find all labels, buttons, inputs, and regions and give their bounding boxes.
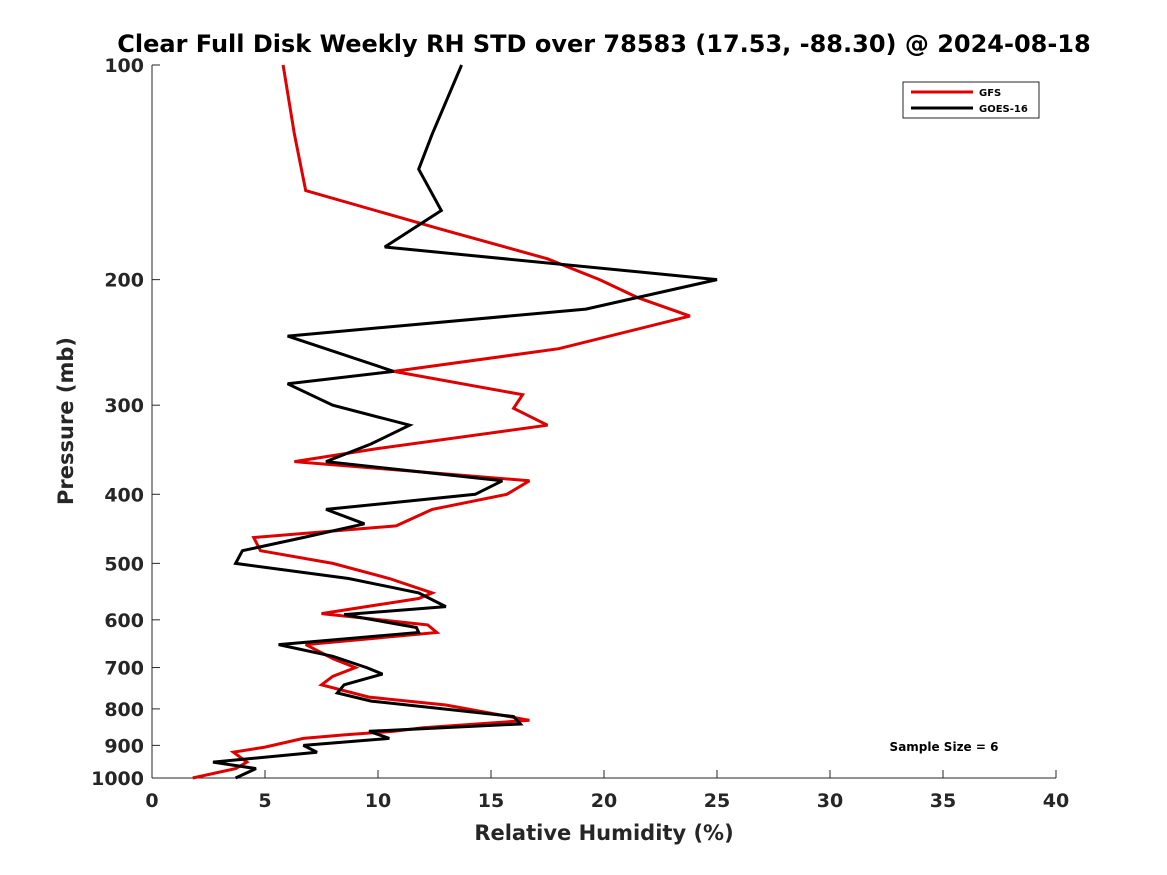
x-axis-label: Relative Humidity (%) [474, 821, 733, 845]
y-tick-label: 300 [104, 395, 144, 417]
x-tick-label: 30 [817, 790, 843, 812]
y-tick-label: 1000 [91, 768, 144, 790]
x-tick-label: 40 [1043, 790, 1069, 812]
y-tick-label: 400 [104, 484, 144, 506]
legend: GFS GOES-16 [902, 81, 1040, 119]
legend-box [902, 81, 1040, 119]
x-tick-label: 15 [478, 790, 504, 812]
x-tick-label: 20 [591, 790, 617, 812]
x-tick-label: 25 [704, 790, 730, 812]
x-tick-label: 5 [258, 790, 271, 812]
y-axis-label: Pressure (mb) [54, 337, 78, 505]
axes: 0 5 10 15 20 25 30 35 40 100 200 300 400 500 600 700 800… [91, 55, 1069, 812]
chart-title: Clear Full Disk Weekly RH STD over 78583… [117, 30, 1090, 58]
x-tick-label: 10 [365, 790, 391, 812]
series-line-goes-16 [212, 64, 718, 780]
y-tick-label: 500 [104, 553, 144, 575]
sample-size-annotation: Sample Size = 6 [890, 740, 999, 754]
series-line-gfs [192, 64, 691, 780]
y-tick-label: 700 [104, 658, 144, 680]
y-tick-label: 200 [104, 270, 144, 292]
legend-label: GFS [979, 88, 1001, 99]
x-tick-label: 35 [930, 790, 956, 812]
y-tick-label: 600 [104, 610, 144, 632]
legend-label: GOES-16 [979, 104, 1028, 115]
y-tick-label: 100 [104, 55, 144, 77]
x-tick-label: 0 [145, 790, 158, 812]
series-group [192, 64, 718, 780]
y-tick-label: 900 [104, 735, 144, 757]
y-tick-label: 800 [104, 699, 144, 721]
